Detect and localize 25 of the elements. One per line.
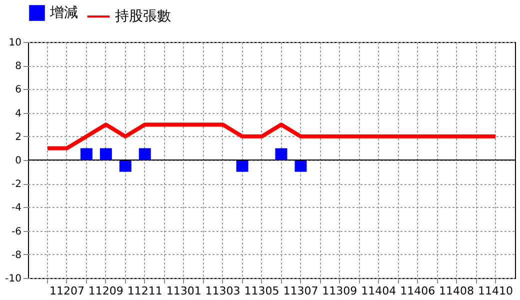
y-tick-label: -4 [12, 202, 22, 214]
x-tick-label: 11209 [88, 284, 124, 298]
y-tick-label: 10 [8, 38, 22, 48]
y-tick-label: 4 [15, 108, 22, 120]
x-tick-label: 11404 [361, 284, 396, 298]
y-tick-label: -6 [12, 226, 22, 238]
x-tick-label: 11406 [400, 284, 436, 298]
y-tick-label: -2 [12, 179, 22, 190]
legend-label: 增減 [49, 5, 78, 21]
y-tick-label: -8 [12, 250, 22, 261]
x-tick-label: 11211 [127, 284, 162, 298]
x-tick-label: 11301 [166, 284, 202, 298]
x-tick-label: 11305 [244, 284, 280, 298]
x-tick-label: 11303 [205, 284, 240, 298]
y-tick-label: -10 [5, 274, 22, 284]
x-tick-label: 11410 [478, 284, 514, 298]
legend-label: 持股張數 [115, 8, 171, 24]
y-tick-label: 0 [15, 156, 22, 166]
x-tick-label: 11307 [283, 284, 318, 298]
y-tick-label: 8 [15, 61, 22, 72]
x-tick-label: 11309 [322, 284, 358, 298]
x-tick-label: 11408 [439, 284, 474, 298]
y-tick-label: 2 [15, 132, 22, 143]
x-tick-label: 11207 [49, 284, 84, 298]
y-tick-label: 6 [15, 84, 22, 96]
